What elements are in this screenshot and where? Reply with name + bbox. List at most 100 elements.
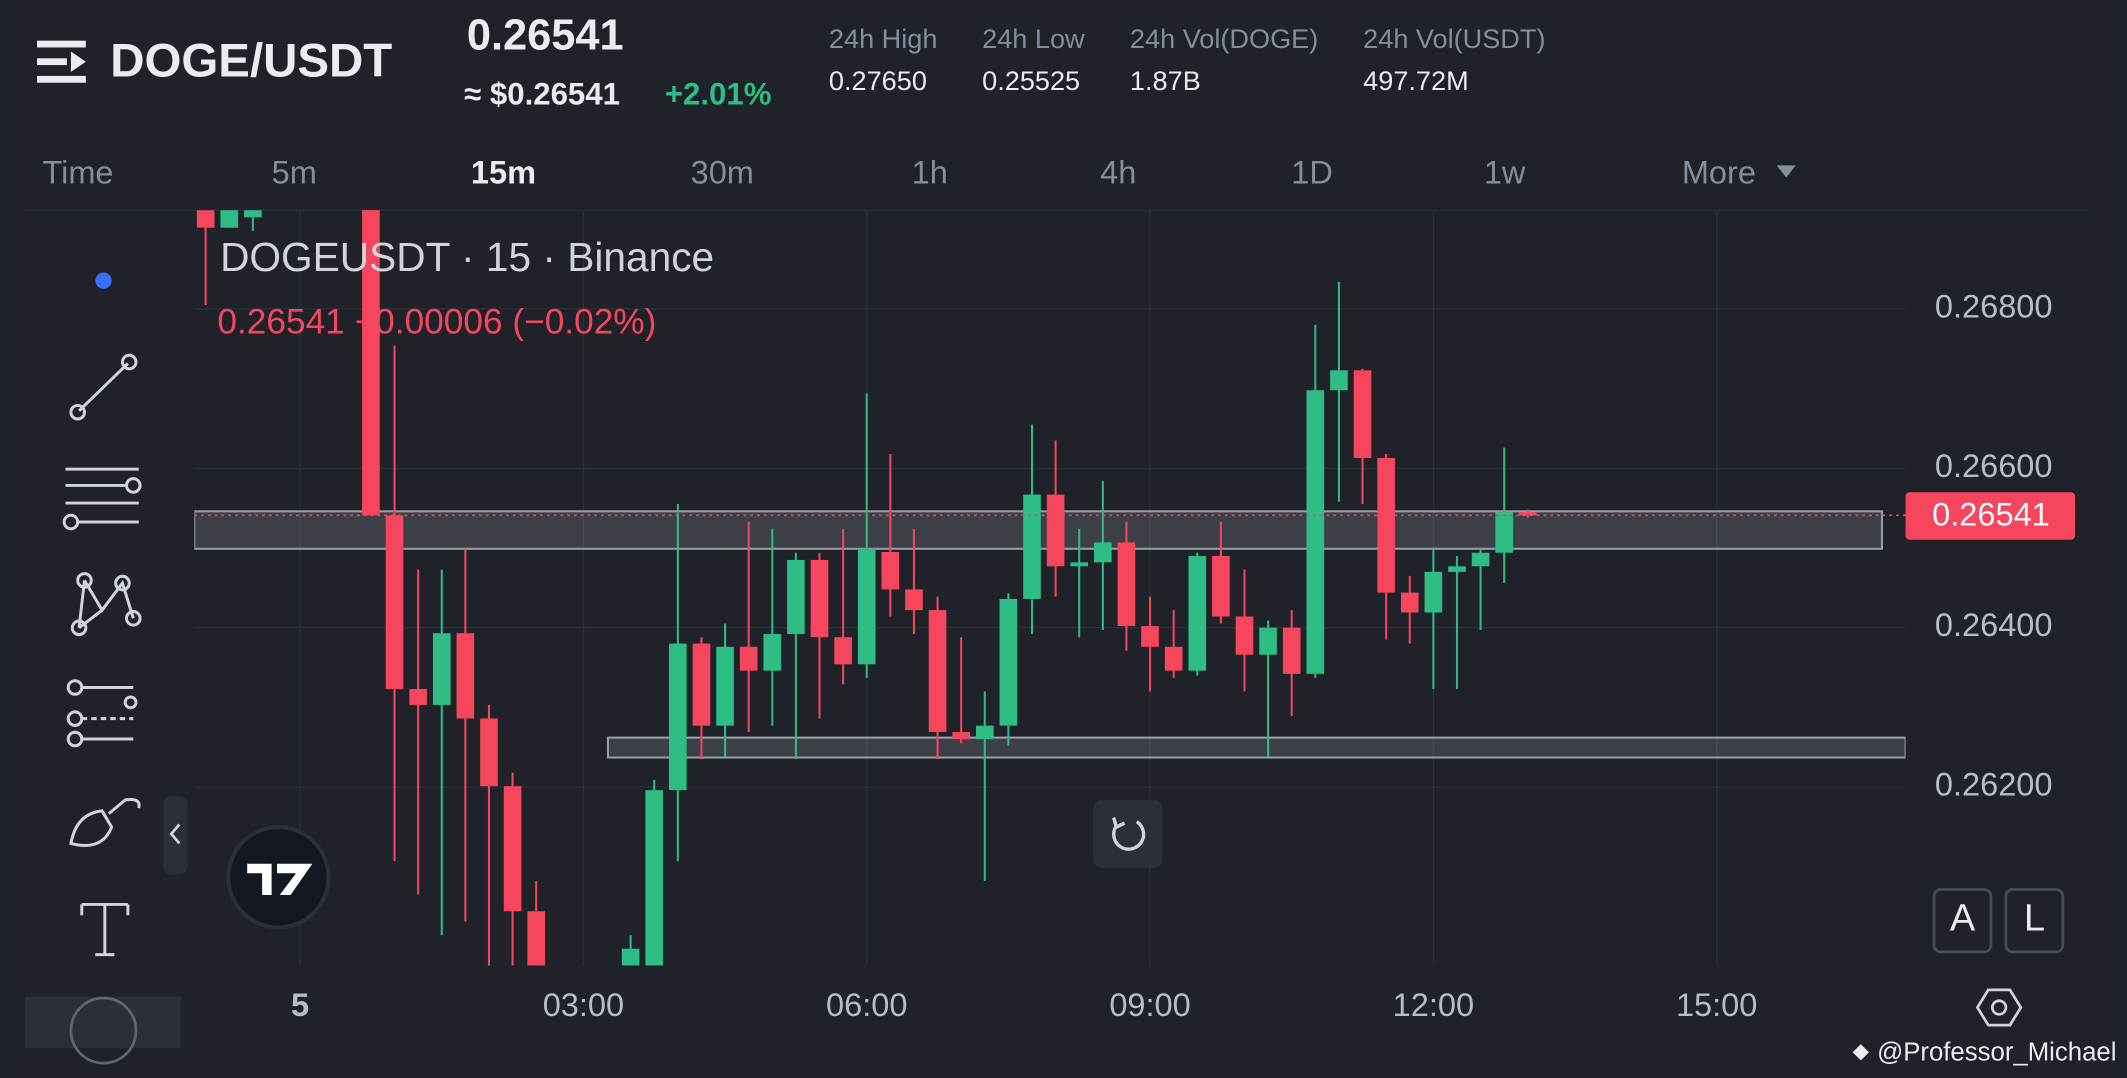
log-label: L <box>2024 898 2045 940</box>
y-tick-label: 0.26800 <box>1935 289 2053 325</box>
candle-body <box>409 688 427 705</box>
candle-body <box>1471 552 1490 567</box>
pair: DOGE/USDT <box>110 34 392 87</box>
candle-body <box>503 786 522 912</box>
reset-icon <box>1112 817 1146 851</box>
toolbar <box>62 353 142 957</box>
settings-dot <box>1990 999 2008 1016</box>
pattern-tool[interactable] <box>70 572 142 637</box>
timeframe-tab[interactable]: 30m <box>691 155 754 191</box>
candle-body <box>1141 626 1159 647</box>
candle-body <box>1330 370 1348 391</box>
timeframe-tab[interactable]: More <box>1682 155 1756 191</box>
chart: 0.26200 0.26400 0.26600 0.26800 5 03:00 06:00 0… <box>194 210 2076 1023</box>
legend-ohlc: 0.26541 −0.00006 (−0.02%) <box>217 302 656 341</box>
candle-body <box>527 911 546 966</box>
x-tick-label: 15:00 <box>1676 987 1757 1023</box>
candle-body <box>385 515 404 689</box>
y-tick-label: 0.26200 <box>1935 767 2053 803</box>
lines-tool[interactable] <box>62 467 142 531</box>
brush-tool[interactable] <box>69 798 141 847</box>
timeframe-tab[interactable]: 4h <box>1100 155 1136 191</box>
settings-icon[interactable] <box>1975 988 2023 1027</box>
candle-body <box>952 732 970 740</box>
candle-body <box>1282 627 1301 674</box>
candle-body <box>1023 494 1041 599</box>
approx-price: ≈ $0.26541 <box>464 77 620 112</box>
x-tick-label: 12:00 <box>1393 987 1474 1023</box>
auto-label: A <box>1950 898 1976 940</box>
x-tick-label: 06:00 <box>826 987 907 1023</box>
timeframe-tab[interactable]: 1w <box>1484 155 1526 191</box>
stat-value: 0.25525 <box>982 65 1080 96</box>
candle-body <box>975 725 994 740</box>
reset-button[interactable] <box>1093 800 1163 868</box>
candle-body <box>1400 592 1419 613</box>
candle-body <box>928 610 947 733</box>
candle-body <box>1259 627 1277 655</box>
last-price-label: 0.26541 <box>1932 496 2050 532</box>
candle-body <box>1188 555 1207 671</box>
candle-body <box>1377 457 1395 593</box>
legend-title: DOGEUSDT · 15 · Binance <box>220 234 714 280</box>
more-caret <box>1776 165 1796 178</box>
candle-body <box>881 551 900 590</box>
x-tick-label: 09:00 <box>1109 987 1190 1023</box>
candle-body <box>1306 390 1325 674</box>
candle-body <box>220 210 239 228</box>
timeframe-tab[interactable]: 1D <box>1291 155 1333 191</box>
candle-body <box>692 643 711 726</box>
stat-label: 24h High <box>829 23 938 54</box>
candle-body <box>1212 555 1230 617</box>
stat-value: 0.27650 <box>829 65 927 96</box>
log-button[interactable] <box>2004 888 2065 954</box>
tool-dot[interactable] <box>95 272 112 289</box>
candle-body <box>905 589 923 611</box>
y-tick-label: 0.26400 <box>1935 607 2053 643</box>
candle-body <box>1164 646 1183 671</box>
candle-body <box>1518 512 1537 516</box>
candle-body <box>196 210 215 228</box>
timeframe-tab[interactable]: 15m <box>471 155 536 191</box>
candle-body <box>1046 494 1065 567</box>
price-zone <box>606 736 1906 759</box>
candle-body <box>810 559 829 638</box>
more-icon <box>69 996 138 1065</box>
timeframe-tab[interactable]: 5m <box>272 155 317 191</box>
candle-body <box>244 210 262 218</box>
menu-icon[interactable] <box>37 40 86 83</box>
candle-body <box>1448 566 1466 572</box>
last-price-tag <box>1905 492 2076 540</box>
candle-body <box>480 718 498 787</box>
x-tick-label: 03:00 <box>543 987 624 1023</box>
price: 0.26541 <box>467 11 624 59</box>
change: +2.01% <box>665 77 772 112</box>
stat-value: 1.87B <box>1130 65 1201 96</box>
candle-body <box>834 637 852 665</box>
fib-tool[interactable] <box>66 679 138 748</box>
candle-body <box>669 643 687 791</box>
x-tick-label: 5 <box>291 987 309 1023</box>
candle-body <box>1495 512 1514 553</box>
candle-body <box>787 559 805 635</box>
stat-label: 24h Vol(USDT) <box>1363 23 1545 54</box>
candle-body <box>763 634 782 671</box>
candle-body <box>621 948 640 966</box>
watermark: @Professor_Michael <box>1877 1038 2116 1066</box>
trend-line-tool[interactable] <box>69 353 138 421</box>
candle-body <box>1070 562 1089 567</box>
candle-body <box>999 598 1018 726</box>
collapse-arrow <box>169 823 181 845</box>
candle-body <box>1235 616 1254 655</box>
timeframe-tab[interactable]: 1h <box>912 155 948 191</box>
y-tick-label: 0.26600 <box>1935 448 2053 484</box>
stat-value: 497.72M <box>1363 65 1468 96</box>
toolbar-more[interactable] <box>24 996 181 1049</box>
auto-button[interactable] <box>1932 888 1993 954</box>
plot <box>194 210 1906 966</box>
candle-body <box>1094 542 1112 563</box>
tv-logo[interactable] <box>226 825 331 930</box>
collapse-tab[interactable] <box>163 795 188 875</box>
text-tool[interactable] <box>80 902 130 957</box>
candle-body <box>432 633 451 705</box>
